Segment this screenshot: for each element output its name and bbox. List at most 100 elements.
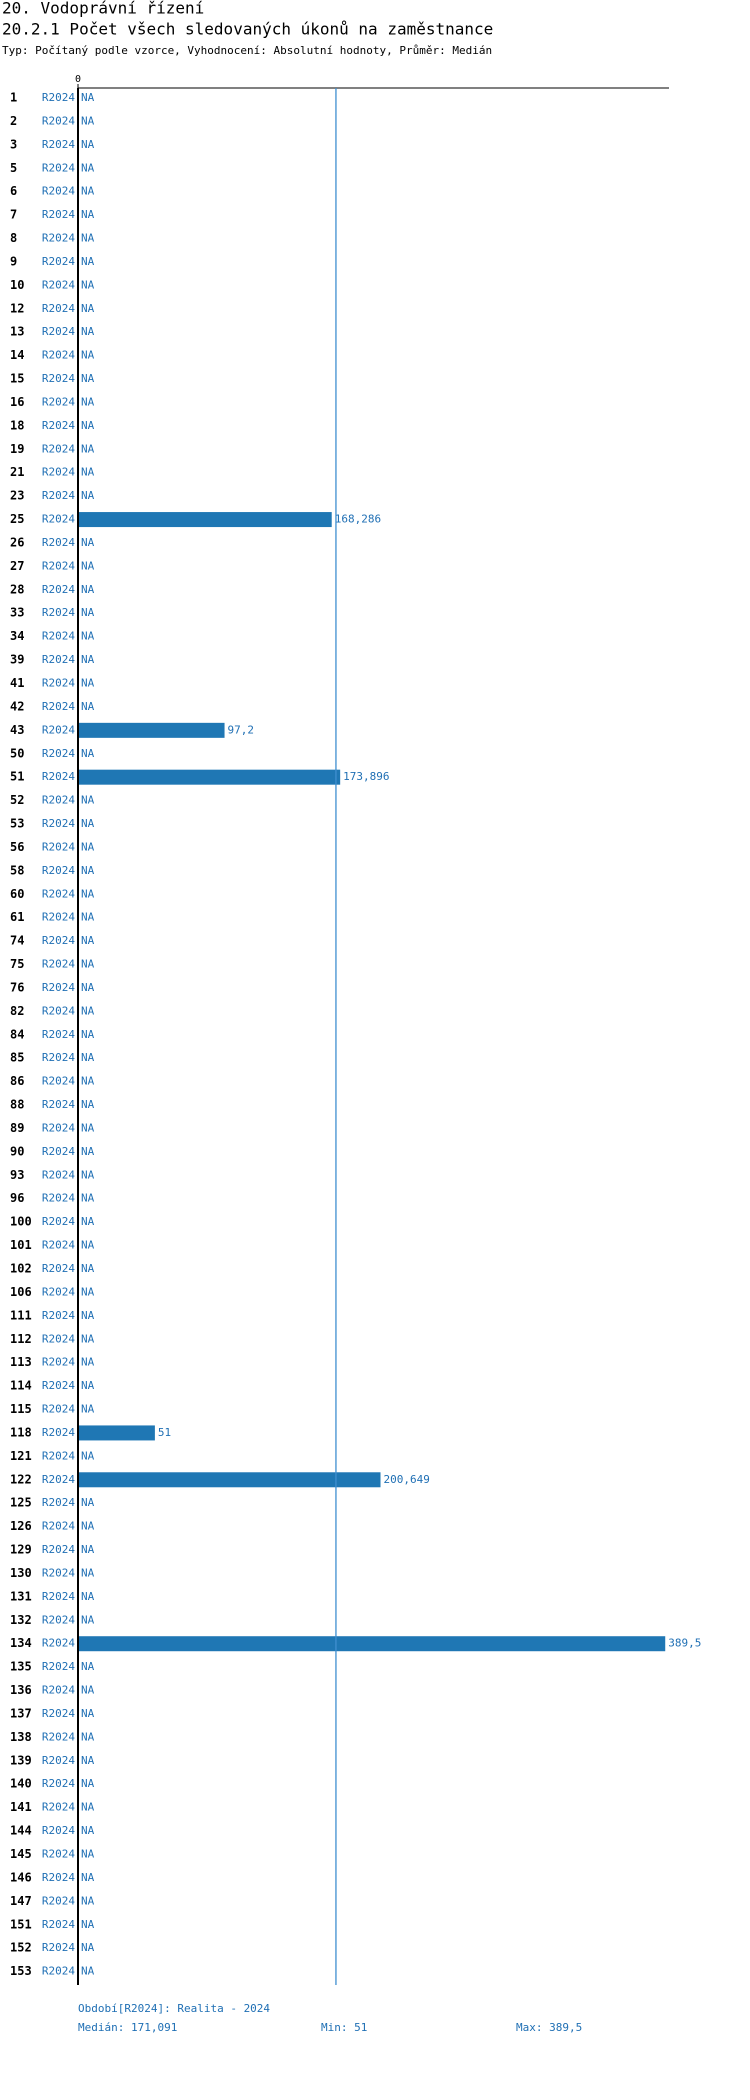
series-label: R2024 bbox=[42, 653, 75, 666]
y-tick-label: 126 bbox=[10, 1519, 32, 1533]
series-label: R2024 bbox=[42, 1028, 75, 1041]
y-tick-label: 106 bbox=[10, 1285, 32, 1299]
y-tick-label: 25 bbox=[10, 512, 24, 526]
series-label: R2024 bbox=[42, 1051, 75, 1064]
series-label: R2024 bbox=[42, 1285, 75, 1298]
value-label: NA bbox=[81, 1215, 95, 1228]
value-label: NA bbox=[81, 1566, 95, 1579]
series-label: R2024 bbox=[42, 1332, 75, 1345]
series-label: R2024 bbox=[42, 1356, 75, 1369]
series-label: R2024 bbox=[42, 794, 75, 807]
value-label: NA bbox=[81, 1379, 95, 1392]
y-tick-label: 100 bbox=[10, 1215, 32, 1229]
value-label: NA bbox=[81, 1613, 95, 1626]
y-tick-label: 13 bbox=[10, 325, 24, 339]
value-label: NA bbox=[81, 1754, 95, 1767]
series-label: R2024 bbox=[42, 700, 75, 713]
chart-title: 20. Vodoprávní řízení bbox=[2, 0, 204, 18]
value-label: NA bbox=[81, 1192, 95, 1205]
y-tick-label: 132 bbox=[10, 1613, 32, 1627]
series-label: R2024 bbox=[42, 91, 75, 104]
y-tick-label: 151 bbox=[10, 1917, 32, 1931]
series-label: R2024 bbox=[42, 770, 75, 783]
series-label: R2024 bbox=[42, 1684, 75, 1697]
y-tick-label: 6 bbox=[10, 184, 17, 198]
period-label: Období[R2024]: Realita - 2024 bbox=[78, 2002, 270, 2015]
y-tick-label: 2 bbox=[10, 114, 17, 128]
y-tick-label: 74 bbox=[10, 934, 24, 948]
series-label: R2024 bbox=[42, 161, 75, 174]
value-label: NA bbox=[81, 1801, 95, 1814]
y-tick-label: 112 bbox=[10, 1332, 32, 1346]
value-label: NA bbox=[81, 232, 95, 245]
value-label: NA bbox=[81, 981, 95, 994]
max-label: Max: 389,5 bbox=[516, 2021, 582, 2034]
y-tick-label: 1 bbox=[10, 91, 17, 105]
y-tick-label: 42 bbox=[10, 699, 24, 713]
value-label: NA bbox=[81, 1309, 95, 1322]
y-tick-label: 50 bbox=[10, 746, 24, 760]
y-tick-label: 33 bbox=[10, 606, 24, 620]
value-label: NA bbox=[81, 208, 95, 221]
value-label: NA bbox=[81, 630, 95, 643]
chart-description: Typ: Počítaný podle vzorce, Vyhodnocení:… bbox=[2, 44, 492, 57]
value-label: NA bbox=[81, 1660, 95, 1673]
value-label: NA bbox=[81, 1332, 95, 1345]
series-label: R2024 bbox=[42, 442, 75, 455]
x-tick-label: 0 bbox=[75, 74, 81, 85]
y-tick-label: 115 bbox=[10, 1402, 32, 1416]
y-tick-label: 102 bbox=[10, 1262, 32, 1276]
series-label: R2024 bbox=[42, 1660, 75, 1673]
series-label: R2024 bbox=[42, 934, 75, 947]
value-label: NA bbox=[81, 1075, 95, 1088]
series-label: R2024 bbox=[42, 1730, 75, 1743]
bar bbox=[78, 722, 225, 738]
series-label: R2024 bbox=[42, 1215, 75, 1228]
value-label: NA bbox=[81, 1543, 95, 1556]
series-label: R2024 bbox=[42, 349, 75, 362]
value-label: NA bbox=[81, 91, 95, 104]
value-label: NA bbox=[81, 794, 95, 807]
y-tick-label: 41 bbox=[10, 676, 24, 690]
y-tick-label: 76 bbox=[10, 980, 24, 994]
value-label: NA bbox=[81, 1449, 95, 1462]
series-label: R2024 bbox=[42, 232, 75, 245]
y-tick-label: 88 bbox=[10, 1098, 24, 1112]
series-label: R2024 bbox=[42, 1520, 75, 1533]
value-label: NA bbox=[81, 1098, 95, 1111]
y-tick-label: 75 bbox=[10, 957, 24, 971]
value-label: NA bbox=[81, 161, 95, 174]
value-label: NA bbox=[81, 1824, 95, 1837]
value-label: NA bbox=[81, 536, 95, 549]
bar bbox=[78, 769, 341, 785]
series-label: R2024 bbox=[42, 1098, 75, 1111]
value-label: NA bbox=[81, 958, 95, 971]
value-label: 168,286 bbox=[335, 513, 381, 526]
value-label: NA bbox=[81, 419, 95, 432]
y-tick-label: 152 bbox=[10, 1941, 32, 1955]
y-tick-label: 122 bbox=[10, 1472, 32, 1486]
value-label: NA bbox=[81, 1239, 95, 1252]
y-tick-label: 135 bbox=[10, 1660, 32, 1674]
y-tick-label: 153 bbox=[10, 1964, 32, 1978]
value-label: NA bbox=[81, 559, 95, 572]
value-label: NA bbox=[81, 840, 95, 853]
y-tick-label: 23 bbox=[10, 489, 24, 503]
value-label: NA bbox=[81, 747, 95, 760]
series-label: R2024 bbox=[42, 1754, 75, 1767]
y-tick-label: 101 bbox=[10, 1238, 32, 1252]
value-label: NA bbox=[81, 1262, 95, 1275]
series-label: R2024 bbox=[42, 1707, 75, 1720]
y-tick-label: 85 bbox=[10, 1051, 24, 1065]
series-label: R2024 bbox=[42, 1871, 75, 1884]
series-label: R2024 bbox=[42, 630, 75, 643]
series-label: R2024 bbox=[42, 1848, 75, 1861]
series-label: R2024 bbox=[42, 559, 75, 572]
series-label: R2024 bbox=[42, 1168, 75, 1181]
y-tick-label: 10 bbox=[10, 278, 24, 292]
value-label: NA bbox=[81, 372, 95, 385]
series-label: R2024 bbox=[42, 1262, 75, 1275]
y-tick-label: 26 bbox=[10, 535, 24, 549]
y-tick-label: 7 bbox=[10, 208, 17, 222]
